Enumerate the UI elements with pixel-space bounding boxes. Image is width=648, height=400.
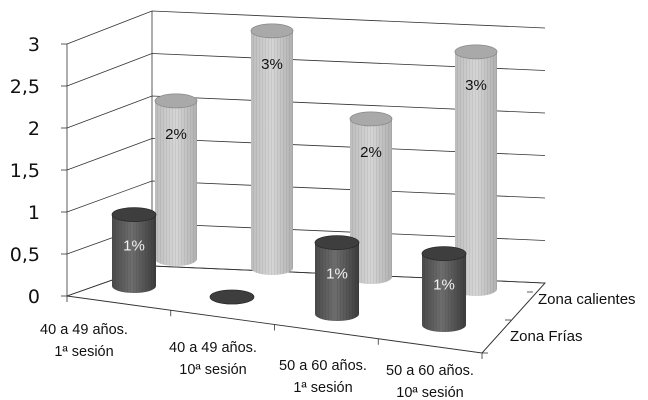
y-tick-label: 1	[28, 202, 40, 224]
bar: 2%	[349, 111, 393, 285]
bar-base	[209, 289, 255, 305]
depth-axis	[481, 282, 546, 354]
y-tick-label: 3	[28, 34, 40, 56]
y-tick-label: 0	[28, 286, 40, 308]
category-label: 40 a 49 años.	[169, 340, 257, 356]
data-label: 3%	[261, 56, 283, 73]
bar: 3%	[250, 23, 294, 275]
bar-top	[250, 23, 294, 39]
y-tick-label: 2	[28, 118, 40, 140]
data-label: 2%	[165, 126, 187, 143]
bar-top	[111, 207, 157, 223]
bar-top	[349, 111, 393, 127]
category-label: 1ª sesión	[293, 380, 352, 396]
category-label: 1ª sesión	[54, 344, 113, 360]
bar-top	[154, 93, 198, 109]
bar-top	[421, 246, 467, 262]
data-label: 1%	[123, 238, 145, 255]
y-tick-label: 1,5	[10, 160, 40, 182]
y-tick-label: 0,5	[10, 244, 40, 266]
bar-texture	[455, 51, 497, 296]
series-label: Zona calientes	[538, 291, 636, 308]
back-series: 2% 3% 2% 3%	[154, 23, 498, 296]
bar-texture	[155, 100, 197, 267]
category-label: 50 a 60 años.	[386, 363, 474, 379]
bar-texture	[251, 30, 293, 275]
bar: 1%	[111, 207, 157, 293]
data-label: 1%	[326, 266, 348, 283]
data-label: 2%	[360, 144, 382, 161]
bar-top	[454, 44, 498, 60]
data-label: 3%	[465, 77, 487, 94]
bar: 1%	[314, 235, 360, 321]
bar-top	[314, 235, 360, 251]
data-label: 1%	[433, 277, 455, 294]
bar-texture	[350, 118, 392, 285]
bar: 2%	[154, 93, 198, 267]
bar-texture	[112, 214, 156, 293]
category-label: 10ª sesión	[179, 362, 246, 378]
category-label: 10ª sesión	[396, 385, 463, 400]
category-label: 50 a 60 años.	[279, 358, 367, 374]
series-label: Zona Frías	[510, 328, 583, 345]
bar	[209, 289, 255, 305]
bar: 3%	[454, 44, 498, 296]
chart-labels: 0 0,5 1 1,5 2 2,5 3 40 a 49 años. 1ª sesión 40 a …	[10, 34, 636, 400]
front-series: 1% 1% 1%	[111, 207, 467, 332]
gridline	[66, 10, 546, 45]
bar-texture	[315, 242, 359, 321]
category-label: 40 a 49 años.	[40, 322, 128, 338]
y-tick-label: 2,5	[10, 76, 40, 98]
bar-texture	[422, 253, 466, 332]
bar: 1%	[421, 246, 467, 332]
